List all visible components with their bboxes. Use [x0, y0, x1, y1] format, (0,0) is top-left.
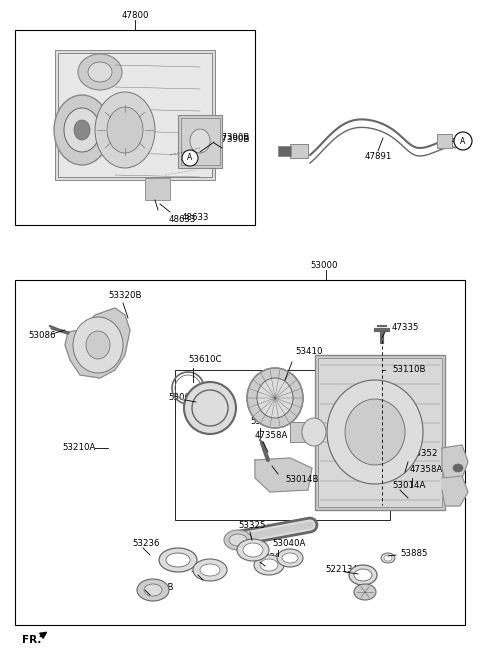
Ellipse shape — [345, 399, 405, 465]
Text: 53040A: 53040A — [272, 539, 305, 548]
Ellipse shape — [260, 559, 278, 571]
Text: 47390B: 47390B — [217, 136, 251, 144]
Ellipse shape — [190, 129, 210, 153]
Bar — [55, 50, 215, 180]
Ellipse shape — [74, 120, 90, 140]
Ellipse shape — [277, 549, 303, 567]
Ellipse shape — [327, 380, 423, 484]
Ellipse shape — [354, 584, 376, 600]
Bar — [181, 118, 220, 165]
Ellipse shape — [64, 108, 100, 152]
Bar — [318, 358, 442, 507]
Text: 47335: 47335 — [392, 323, 420, 333]
Ellipse shape — [254, 555, 284, 575]
Bar — [290, 422, 318, 442]
Ellipse shape — [137, 579, 169, 601]
Ellipse shape — [302, 418, 326, 446]
Text: 52213A: 52213A — [325, 565, 359, 575]
Ellipse shape — [166, 553, 190, 567]
Ellipse shape — [95, 92, 155, 168]
Ellipse shape — [354, 569, 372, 581]
Ellipse shape — [381, 553, 395, 563]
Ellipse shape — [229, 534, 247, 546]
Text: 53325: 53325 — [238, 522, 265, 531]
Ellipse shape — [282, 553, 298, 563]
Ellipse shape — [88, 62, 112, 82]
Text: 53371B: 53371B — [140, 583, 173, 592]
Bar — [437, 134, 452, 148]
Text: 48633: 48633 — [168, 215, 196, 224]
Text: 53320A: 53320A — [190, 565, 223, 575]
Text: 47390B: 47390B — [217, 134, 251, 142]
Text: 47891: 47891 — [364, 152, 392, 161]
Circle shape — [454, 132, 472, 150]
Text: 53885: 53885 — [400, 548, 428, 558]
Ellipse shape — [349, 565, 377, 585]
Text: 53110B: 53110B — [392, 365, 425, 375]
Text: A: A — [187, 154, 192, 163]
Ellipse shape — [257, 378, 293, 418]
Bar — [315, 355, 445, 510]
Text: A: A — [460, 136, 466, 146]
Ellipse shape — [384, 555, 392, 561]
Text: 53215: 53215 — [250, 417, 277, 426]
Ellipse shape — [73, 317, 123, 373]
Bar — [290, 144, 308, 158]
Bar — [175, 370, 390, 520]
Text: 47358A: 47358A — [410, 466, 444, 474]
Text: 48633: 48633 — [182, 213, 209, 222]
Ellipse shape — [224, 530, 252, 550]
Bar — [15, 30, 255, 225]
Ellipse shape — [107, 107, 143, 153]
Ellipse shape — [54, 95, 110, 165]
Polygon shape — [255, 458, 312, 492]
Ellipse shape — [86, 331, 110, 359]
Polygon shape — [65, 308, 130, 378]
Ellipse shape — [243, 543, 263, 557]
Ellipse shape — [184, 382, 236, 434]
Text: 53610C: 53610C — [188, 356, 221, 365]
Bar — [278, 146, 291, 156]
Ellipse shape — [200, 564, 220, 576]
Ellipse shape — [193, 559, 227, 581]
Text: 53352: 53352 — [410, 449, 437, 457]
Bar — [145, 178, 170, 200]
Text: FR.: FR. — [22, 635, 41, 645]
Text: 53000: 53000 — [310, 261, 337, 270]
Text: 53014B: 53014B — [285, 476, 319, 485]
Ellipse shape — [144, 584, 162, 596]
Polygon shape — [442, 476, 468, 506]
Bar — [178, 115, 222, 168]
Text: 47358A: 47358A — [255, 432, 288, 440]
Text: 53320: 53320 — [253, 552, 280, 562]
Bar — [58, 53, 212, 177]
Ellipse shape — [453, 464, 463, 472]
Text: 47800: 47800 — [121, 11, 149, 20]
Bar — [255, 388, 295, 415]
Ellipse shape — [237, 539, 269, 561]
Text: 53410: 53410 — [295, 348, 323, 356]
Ellipse shape — [159, 548, 197, 572]
Polygon shape — [442, 445, 468, 480]
Text: 53210A: 53210A — [62, 443, 96, 453]
Circle shape — [182, 150, 198, 166]
Text: 53064: 53064 — [168, 394, 195, 403]
Text: 53236: 53236 — [132, 539, 159, 548]
Text: 53014A: 53014A — [392, 482, 425, 491]
Bar — [15, 280, 465, 625]
Text: 53086: 53086 — [28, 331, 56, 340]
Text: 53320B: 53320B — [108, 291, 142, 300]
Ellipse shape — [247, 368, 303, 428]
Ellipse shape — [78, 54, 122, 90]
